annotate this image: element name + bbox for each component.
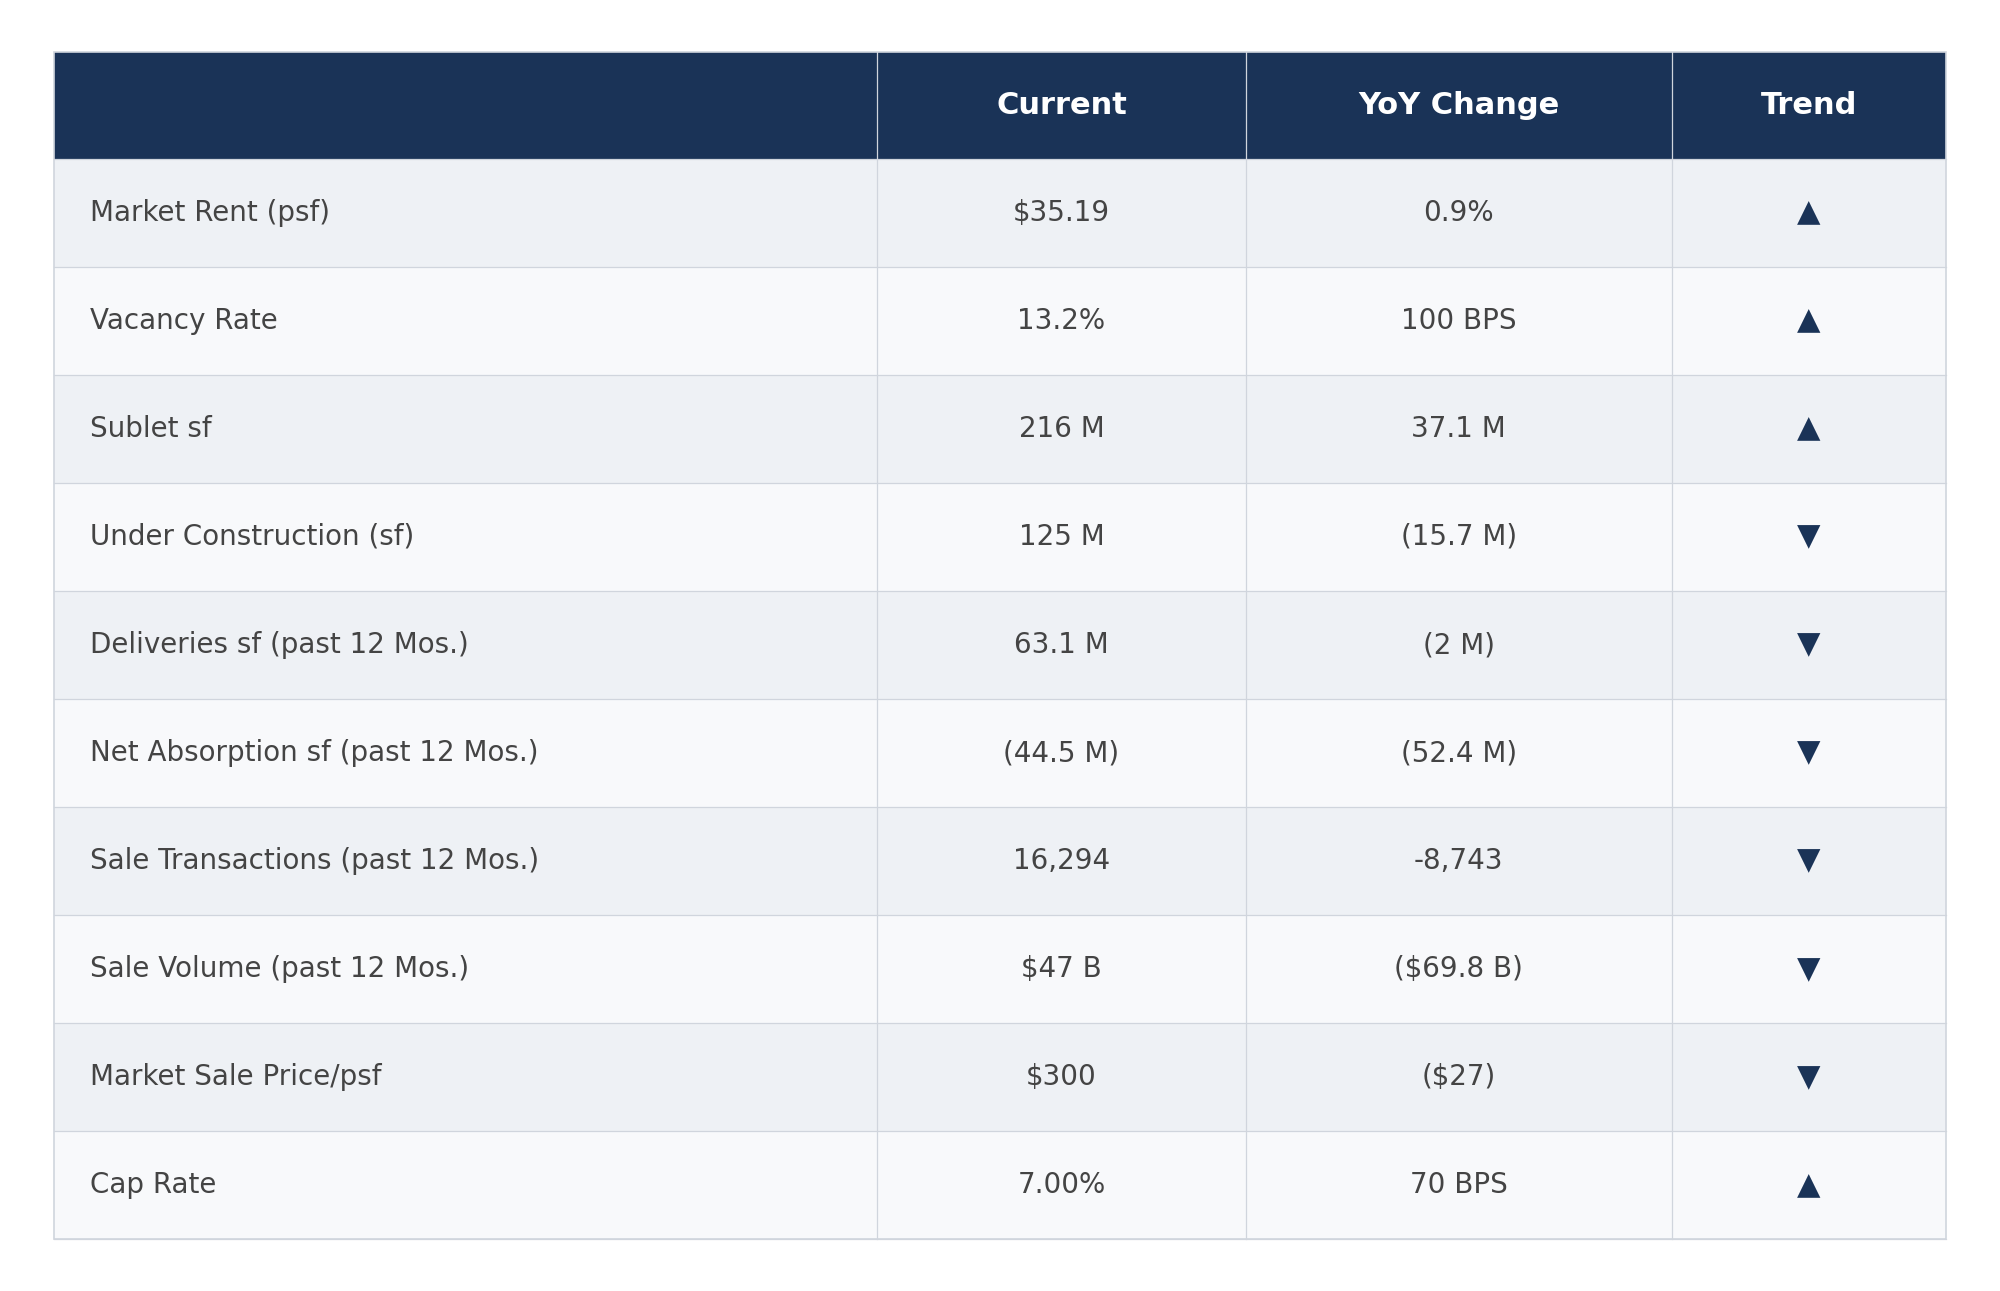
- Text: ▼: ▼: [1798, 523, 1820, 551]
- Text: Net Absorption sf (past 12 Mos.): Net Absorption sf (past 12 Mos.): [90, 740, 538, 767]
- Text: $300: $300: [1026, 1064, 1096, 1091]
- Text: (2 M): (2 M): [1422, 631, 1494, 658]
- Text: ▲: ▲: [1798, 414, 1820, 443]
- Text: 216 M: 216 M: [1018, 414, 1104, 443]
- Text: 100 BPS: 100 BPS: [1402, 307, 1516, 334]
- Text: ▲: ▲: [1798, 199, 1820, 227]
- Text: Vacancy Rate: Vacancy Rate: [90, 307, 278, 334]
- Text: Current: Current: [996, 90, 1126, 120]
- Bar: [54, 700, 1946, 807]
- Text: $47 B: $47 B: [1022, 955, 1102, 984]
- Text: ▼: ▼: [1798, 738, 1820, 768]
- Bar: [54, 483, 1946, 591]
- Text: ▲: ▲: [1798, 306, 1820, 336]
- Bar: [54, 915, 1946, 1024]
- Text: Trend: Trend: [1760, 90, 1858, 120]
- Bar: [54, 267, 1946, 374]
- Bar: [54, 159, 1946, 267]
- Text: Cap Rate: Cap Rate: [90, 1171, 216, 1199]
- Text: 16,294: 16,294: [1012, 847, 1110, 875]
- Text: 70 BPS: 70 BPS: [1410, 1171, 1508, 1199]
- Text: Sale Transactions (past 12 Mos.): Sale Transactions (past 12 Mos.): [90, 847, 540, 875]
- Bar: [54, 52, 1946, 159]
- Text: 7.00%: 7.00%: [1018, 1171, 1106, 1199]
- Text: ▼: ▼: [1798, 847, 1820, 875]
- Text: (52.4 M): (52.4 M): [1400, 740, 1516, 767]
- Text: ▲: ▲: [1798, 1171, 1820, 1199]
- Text: YoY Change: YoY Change: [1358, 90, 1560, 120]
- Text: Deliveries sf (past 12 Mos.): Deliveries sf (past 12 Mos.): [90, 631, 468, 658]
- Text: $35.19: $35.19: [1012, 199, 1110, 227]
- Text: ▼: ▼: [1798, 630, 1820, 660]
- Text: Under Construction (sf): Under Construction (sf): [90, 523, 414, 551]
- Text: Sale Volume (past 12 Mos.): Sale Volume (past 12 Mos.): [90, 955, 470, 984]
- Text: -8,743: -8,743: [1414, 847, 1504, 875]
- Text: 37.1 M: 37.1 M: [1412, 414, 1506, 443]
- Bar: [54, 374, 1946, 483]
- Text: ($27): ($27): [1422, 1064, 1496, 1091]
- Text: ($69.8 B): ($69.8 B): [1394, 955, 1524, 984]
- Text: Market Sale Price/psf: Market Sale Price/psf: [90, 1064, 382, 1091]
- Text: ▼: ▼: [1798, 955, 1820, 984]
- Bar: [54, 591, 1946, 700]
- Text: 63.1 M: 63.1 M: [1014, 631, 1108, 658]
- Text: (44.5 M): (44.5 M): [1004, 740, 1120, 767]
- Text: 125 M: 125 M: [1018, 523, 1104, 551]
- Text: ▼: ▼: [1798, 1062, 1820, 1092]
- Bar: [54, 1131, 1946, 1239]
- Text: 0.9%: 0.9%: [1424, 199, 1494, 227]
- Text: (15.7 M): (15.7 M): [1400, 523, 1516, 551]
- Text: 13.2%: 13.2%: [1018, 307, 1106, 334]
- Text: Sublet sf: Sublet sf: [90, 414, 212, 443]
- Text: Market Rent (psf): Market Rent (psf): [90, 199, 330, 227]
- Bar: [54, 807, 1946, 915]
- Bar: [54, 1024, 1946, 1131]
